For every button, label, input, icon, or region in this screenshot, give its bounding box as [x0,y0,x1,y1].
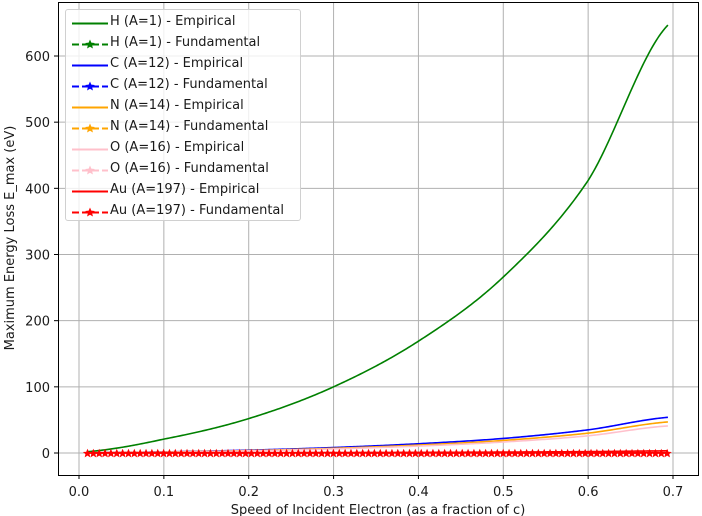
legend-item: N (A=14) - Empirical [66,97,300,118]
y-tick-label: 300 [25,249,50,264]
y-tick-label: 500 [25,116,50,131]
x-tick-label: 0.2 [238,485,259,500]
dashed-star-line-icon [72,39,108,49]
legend-item: Au (A=197) - Empirical [66,181,300,202]
legend-label: H (A=1) - Fundamental [110,35,261,50]
dashed-star-line-icon [72,81,108,91]
legend-label: Au (A=197) - Empirical [110,182,260,197]
solid-line-icon [72,190,108,193]
solid-line-icon [72,106,108,109]
x-tick-label: 0.4 [408,485,429,500]
x-axis-label: Speed of Incident Electron (as a fractio… [231,503,526,516]
y-tick-label: 600 [25,50,50,65]
x-tick-label: 0.3 [323,485,344,500]
star-markers [82,448,672,458]
dashed-star-line-icon [72,123,108,133]
series-line [87,425,668,454]
y-axis-ticks: 0 100 200 300 400 500 600 [25,50,58,462]
legend-label: N (A=14) - Empirical [110,98,244,113]
legend-item: C (A=12) - Fundamental [66,76,300,97]
legend-label: N (A=14) - Fundamental [110,119,269,134]
dashed-star-line-icon [72,207,108,217]
y-axis-label: Maximum Energy Loss E_max (eV) [3,126,18,351]
legend-item: O (A=16) - Empirical [66,139,300,160]
y-tick-label: 400 [25,182,50,197]
legend-label: H (A=1) - Empirical [110,14,236,29]
x-tick-label: 0.1 [154,485,175,500]
x-tick-label: 0.7 [663,485,684,500]
legend-item: O (A=16) - Fundamental [66,160,300,181]
series-line [87,24,669,453]
dashed-star-line-icon [72,165,108,175]
legend-label: O (A=16) - Fundamental [110,161,269,176]
legend-label: O (A=16) - Empirical [110,140,245,155]
legend-item: H (A=1) - Fundamental [66,34,300,55]
y-tick-label: 200 [25,315,50,330]
legend-item: C (A=12) - Empirical [66,55,300,76]
data-series [82,24,672,458]
solid-line-icon [72,148,108,151]
chart-legend: H (A=1) - Empirical H (A=1) - Fundamental… [65,9,301,221]
y-tick-label: 0 [42,447,50,462]
grid-lines [58,2,698,475]
legend-item: N (A=14) - Fundamental [66,118,300,139]
legend-item: Au (A=197) - Fundamental [66,202,300,223]
legend-label: C (A=12) - Fundamental [110,77,268,92]
x-axis-ticks: 0.0 0.1 0.2 0.3 0.4 0.5 0.6 0.7 [69,475,684,500]
solid-line-icon [72,64,108,67]
x-tick-label: 0.6 [578,485,599,500]
solid-line-icon [72,22,108,25]
y-tick-label: 100 [25,381,50,396]
plot-frame [58,2,699,476]
legend-label: Au (A=197) - Fundamental [110,203,285,218]
legend-item: H (A=1) - Empirical [66,13,300,34]
legend-label: C (A=12) - Empirical [110,56,244,71]
x-tick-label: 0.0 [69,485,90,500]
x-tick-label: 0.5 [493,485,514,500]
